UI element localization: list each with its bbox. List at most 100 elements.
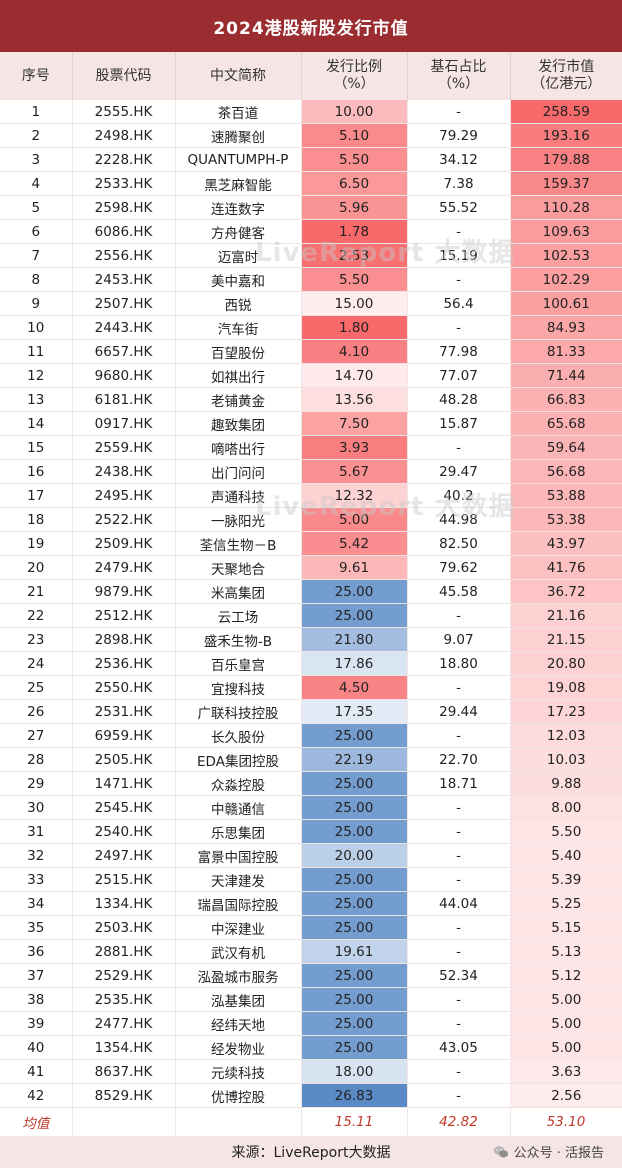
- market-value: 53.38: [510, 507, 622, 532]
- market-value: 110.28: [510, 195, 622, 220]
- table-row: 11 6657.HK 百望股份 4.10 77.98 81.33: [0, 339, 622, 364]
- table-row: 16 2438.HK 出门问问 5.67 29.47 56.68: [0, 459, 622, 484]
- row-index: 27: [0, 723, 73, 748]
- market-value: 21.16: [510, 603, 622, 628]
- stock-code: 2522.HK: [72, 507, 176, 532]
- table-row: 42 8529.HK 优博控股 26.83-2.56: [0, 1083, 622, 1108]
- cornerstone-ratio: -: [407, 219, 511, 244]
- average-ratio: 15.11: [301, 1107, 408, 1136]
- table-row: 31 2540.HK 乐思集团 25.00-5.50: [0, 819, 622, 844]
- wechat-badge: 公众号 · 活报告: [492, 1142, 604, 1161]
- table-row: 12 9680.HK 如祺出行 14.70 77.07 71.44: [0, 363, 622, 388]
- cornerstone-ratio: 9.07: [407, 627, 511, 652]
- chinese-name: 云工场: [175, 603, 302, 628]
- issue-ratio: 6.50: [301, 171, 408, 196]
- chinese-name: 方舟健客: [175, 219, 302, 244]
- cornerstone-ratio: 34.12: [407, 147, 511, 172]
- table-row: 38 2535.HK 泓基集团 25.00-5.00: [0, 987, 622, 1012]
- chinese-name: 天聚地合: [175, 555, 302, 580]
- row-index: 4: [0, 171, 73, 196]
- chinese-name: 米高集团: [175, 579, 302, 604]
- issue-ratio: 25.00: [301, 579, 408, 604]
- row-index: 33: [0, 867, 73, 892]
- row-index: 16: [0, 459, 73, 484]
- row-index: 8: [0, 267, 73, 292]
- row-index: 32: [0, 843, 73, 868]
- cornerstone-ratio: 52.34: [407, 963, 511, 988]
- table-row: 23 2898.HK 盛禾生物-B 21.80 9.07 21.15: [0, 627, 622, 652]
- chinese-name: 泓盈城市服务: [175, 963, 302, 988]
- cornerstone-ratio: 43.05: [407, 1035, 511, 1060]
- header-row: 序号 股票代码 中文简称 发行比例 （%） 基石占比 （%） 发行市值 （亿港元）: [0, 52, 622, 100]
- row-index: 39: [0, 1011, 73, 1036]
- stock-code: 1334.HK: [72, 891, 176, 916]
- row-index: 15: [0, 435, 73, 460]
- market-value: 5.00: [510, 1035, 622, 1060]
- table-row: 33 2515.HK 天津建发 25.00-5.39: [0, 867, 622, 892]
- cornerstone-ratio: 48.28: [407, 387, 511, 412]
- issue-ratio: 25.00: [301, 603, 408, 628]
- row-index: 6: [0, 219, 73, 244]
- market-value: 5.40: [510, 843, 622, 868]
- market-value: 17.23: [510, 699, 622, 724]
- col-header-market-value: 发行市值 （亿港元）: [510, 52, 622, 100]
- market-value: 12.03: [510, 723, 622, 748]
- table-row: 4 2533.HK 黑芝麻智能 6.50 7.38 159.37: [0, 171, 622, 196]
- issue-ratio: 26.83: [301, 1083, 408, 1108]
- issue-ratio: 12.32: [301, 483, 408, 508]
- market-value: 100.61: [510, 291, 622, 316]
- table-title: 2024港股新股发行市值: [0, 0, 622, 52]
- chinese-name: 如祺出行: [175, 363, 302, 388]
- stock-code: 2512.HK: [72, 603, 176, 628]
- market-value: 20.80: [510, 651, 622, 676]
- market-value: 5.13: [510, 939, 622, 964]
- table-row: 36 2881.HK 武汉有机 19.61-5.13: [0, 939, 622, 964]
- cornerstone-ratio: -: [407, 987, 511, 1012]
- chinese-name: 乐思集团: [175, 819, 302, 844]
- market-value: 5.00: [510, 987, 622, 1012]
- market-value: 19.08: [510, 675, 622, 700]
- row-index: 14: [0, 411, 73, 436]
- issue-ratio: 25.00: [301, 867, 408, 892]
- chinese-name: 富景中国控股: [175, 843, 302, 868]
- row-index: 20: [0, 555, 73, 580]
- stock-code: 2529.HK: [72, 963, 176, 988]
- stock-code: 8637.HK: [72, 1059, 176, 1084]
- issue-ratio: 13.56: [301, 387, 408, 412]
- issue-ratio: 1.78: [301, 219, 408, 244]
- table-row: 19 2509.HK 荃信生物－B 5.42 82.50 43.97: [0, 531, 622, 556]
- stock-code: 2533.HK: [72, 171, 176, 196]
- chinese-name: 美中嘉和: [175, 267, 302, 292]
- ipo-table: 序号 股票代码 中文简称 发行比例 （%） 基石占比 （%） 发行市值 （亿港元） 1…: [0, 52, 622, 1136]
- chinese-name: 茶百道: [175, 100, 302, 124]
- row-index: 22: [0, 603, 73, 628]
- table-row: 10 2443.HK 汽车街 1.80-84.93: [0, 315, 622, 340]
- row-index: 5: [0, 195, 73, 220]
- cornerstone-ratio: -: [407, 867, 511, 892]
- issue-ratio: 5.50: [301, 267, 408, 292]
- cornerstone-ratio: 7.38: [407, 171, 511, 196]
- market-value: 193.16: [510, 123, 622, 148]
- cornerstone-ratio: -: [407, 100, 511, 124]
- cornerstone-ratio: 82.50: [407, 531, 511, 556]
- chinese-name: 盛禾生物-B: [175, 627, 302, 652]
- issue-ratio: 4.10: [301, 339, 408, 364]
- issue-ratio: 14.70: [301, 363, 408, 388]
- stock-code: 6959.HK: [72, 723, 176, 748]
- chinese-name: 泓基集团: [175, 987, 302, 1012]
- issue-ratio: 17.35: [301, 699, 408, 724]
- stock-code: 2453.HK: [72, 267, 176, 292]
- chinese-name: 西锐: [175, 291, 302, 316]
- row-index: 3: [0, 147, 73, 172]
- table-row: 27 6959.HK 长久股份 25.00-12.03: [0, 723, 622, 748]
- stock-code: 8529.HK: [72, 1083, 176, 1108]
- issue-ratio: 5.42: [301, 531, 408, 556]
- stock-code: 2598.HK: [72, 195, 176, 220]
- chinese-name: 瑞昌国际控股: [175, 891, 302, 916]
- market-value: 179.88: [510, 147, 622, 172]
- row-index: 35: [0, 915, 73, 940]
- row-index: 28: [0, 747, 73, 772]
- table-row: 5 2598.HK 连连数字 5.96 55.52 110.28: [0, 195, 622, 220]
- chinese-name: 经纬天地: [175, 1011, 302, 1036]
- col-header-name: 中文简称: [175, 52, 302, 100]
